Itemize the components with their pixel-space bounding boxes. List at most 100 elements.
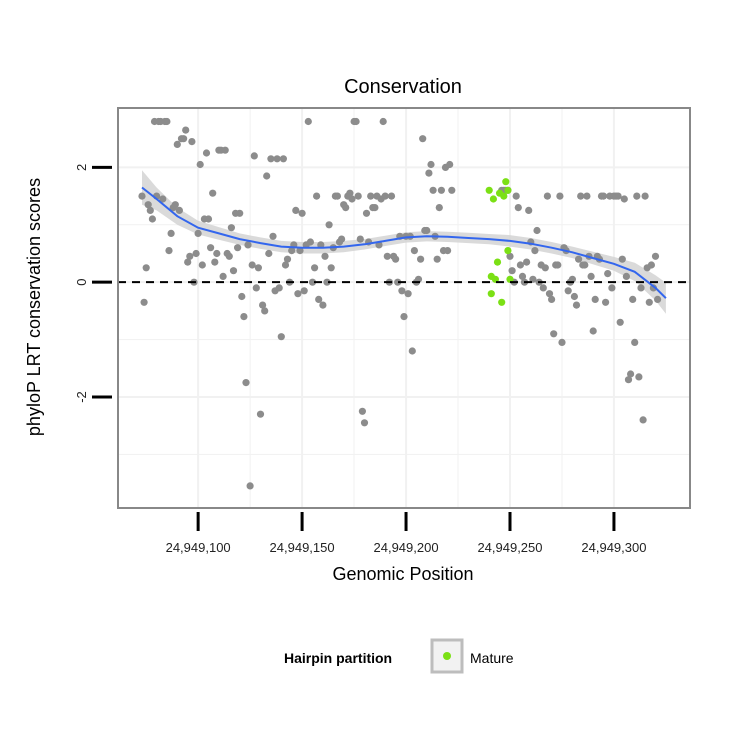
data-point <box>292 206 300 214</box>
data-point <box>321 252 329 260</box>
mature-point <box>504 186 512 194</box>
data-point <box>263 172 271 180</box>
data-point <box>267 155 275 163</box>
data-point <box>358 407 366 415</box>
data-point <box>541 264 549 272</box>
smooth-line <box>141 186 667 299</box>
data-point <box>252 284 260 292</box>
x-tick-label: 24,949,100 <box>166 540 231 555</box>
data-point <box>631 338 639 346</box>
data-point <box>256 410 265 418</box>
x-axis-label: Genomic Position <box>332 564 473 584</box>
data-point <box>637 284 645 292</box>
data-point <box>234 244 242 252</box>
data-point <box>618 255 626 263</box>
data-point <box>313 192 321 200</box>
data-point <box>616 318 624 326</box>
data-point <box>446 160 454 169</box>
data-point <box>311 264 319 272</box>
data-point <box>512 192 520 200</box>
data-point <box>550 330 558 338</box>
legend-key-box <box>430 638 464 674</box>
y-tick-label: 0 <box>74 279 89 286</box>
data-point <box>159 195 167 203</box>
panel-border <box>117 107 691 509</box>
data-point <box>433 255 441 263</box>
data-point <box>221 146 229 154</box>
data-point <box>202 149 211 157</box>
data-point <box>194 229 202 237</box>
data-point <box>367 192 375 200</box>
data-point <box>558 338 566 346</box>
data-point <box>516 261 525 269</box>
data-point <box>325 221 333 229</box>
data-point <box>371 204 379 212</box>
data-point <box>261 307 269 315</box>
data-point <box>525 206 533 214</box>
data-point <box>146 206 154 214</box>
data-point <box>543 192 552 200</box>
mature-point <box>500 192 508 200</box>
data-point <box>518 272 527 280</box>
data-point <box>394 278 402 286</box>
data-point <box>240 313 248 321</box>
data-point <box>281 261 290 269</box>
mature-point <box>491 275 499 283</box>
data-point <box>148 215 156 223</box>
x-tick-label: 24,949,250 <box>477 540 542 555</box>
data-point <box>599 192 608 200</box>
data-point <box>306 238 314 246</box>
data-point <box>639 416 647 424</box>
x-tick-label: 24,949,150 <box>270 540 335 555</box>
mature-point <box>489 195 497 203</box>
legend-title: Hairpin partition <box>284 650 392 666</box>
data-point <box>362 209 371 217</box>
data-point <box>410 247 418 255</box>
data-point <box>417 255 425 263</box>
data-point <box>238 292 246 301</box>
data-point <box>338 235 346 243</box>
data-point <box>225 252 233 260</box>
data-point <box>645 298 653 306</box>
data-point <box>622 272 631 280</box>
data-point <box>591 295 599 303</box>
data-point <box>323 278 331 286</box>
data-point <box>209 189 217 197</box>
data-point <box>572 301 581 309</box>
data-point <box>296 247 304 255</box>
data-point <box>425 169 433 177</box>
data-point <box>531 247 539 255</box>
chart-title: Conservation <box>344 76 462 98</box>
confidence-band <box>142 170 666 314</box>
data-point <box>635 373 643 381</box>
y-axis: -2 0 2 <box>74 164 112 403</box>
data-point <box>319 301 327 309</box>
data-point <box>165 247 173 255</box>
data-point <box>387 192 396 200</box>
data-point <box>564 287 572 295</box>
data-point <box>444 247 452 255</box>
data-point <box>163 117 171 126</box>
y-tick-label: -2 <box>74 391 89 403</box>
data-point <box>548 295 556 303</box>
data-point <box>602 298 610 306</box>
data-point <box>279 155 287 163</box>
data-point <box>539 284 547 292</box>
data-point <box>275 284 283 292</box>
legend-key-mature-dot <box>443 652 451 660</box>
data-point <box>265 249 273 258</box>
data-point <box>236 209 244 217</box>
data-point <box>229 267 238 275</box>
data-point <box>514 204 522 212</box>
data-point <box>554 261 562 269</box>
legend-entry-mature: Mature <box>470 650 514 666</box>
data-point <box>545 290 554 298</box>
x-tick-label: 24,949,300 <box>581 540 646 555</box>
data-point <box>300 287 308 295</box>
data-point <box>651 252 660 260</box>
data-point <box>288 247 296 255</box>
legend: Hairpin partition Mature <box>284 638 514 674</box>
plot-panel <box>117 107 691 509</box>
mature-point <box>502 178 510 186</box>
data-point <box>333 192 341 200</box>
